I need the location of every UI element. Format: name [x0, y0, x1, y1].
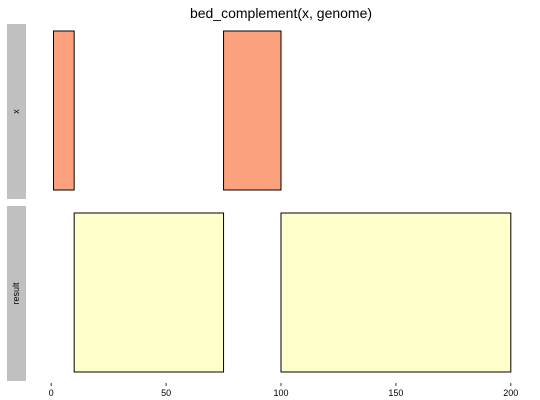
strip-label-result: result	[11, 282, 21, 305]
panel-x: x	[7, 24, 281, 199]
interval-bar	[281, 213, 511, 372]
interval-bar	[224, 31, 281, 190]
x-axis: 0 50 100 150 200	[49, 383, 519, 398]
panels: x result	[7, 24, 511, 381]
interval-bar	[53, 31, 74, 190]
x-tick-label: 200	[503, 388, 518, 398]
x-tick-label: 150	[388, 388, 403, 398]
x-tick-label: 50	[161, 388, 171, 398]
interval-bar	[74, 213, 223, 372]
x-tick-label: 0	[49, 388, 54, 398]
chart-title: bed_complement(x, genome)	[190, 5, 372, 21]
x-tick-label: 100	[273, 388, 288, 398]
panel-result: result	[7, 206, 511, 381]
strip-label-x: x	[11, 109, 21, 114]
